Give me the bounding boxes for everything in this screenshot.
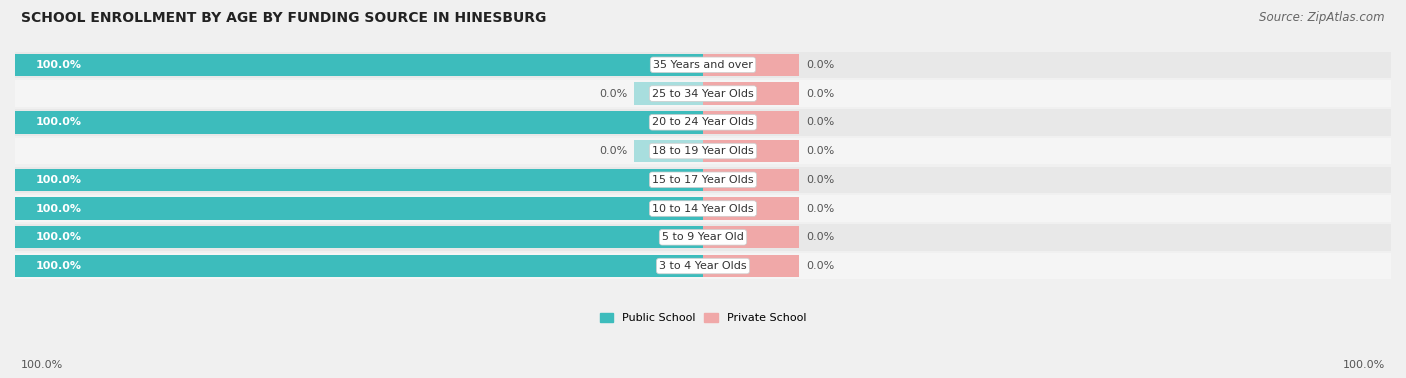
Text: 0.0%: 0.0% [599, 146, 627, 156]
Bar [634, 140, 703, 162]
Text: 25 to 34 Year Olds: 25 to 34 Year Olds [652, 88, 754, 99]
Bar [15, 255, 703, 277]
Bar [15, 167, 1391, 193]
Bar [15, 197, 703, 220]
Text: 5 to 9 Year Old: 5 to 9 Year Old [662, 232, 744, 242]
Text: 0.0%: 0.0% [599, 88, 627, 99]
Bar [703, 197, 800, 220]
Text: 18 to 19 Year Olds: 18 to 19 Year Olds [652, 146, 754, 156]
Bar [15, 111, 703, 133]
Text: 100.0%: 100.0% [35, 261, 82, 271]
Bar [703, 255, 800, 277]
Bar [15, 253, 1391, 279]
Bar [15, 195, 1391, 222]
Text: 100.0%: 100.0% [1343, 361, 1385, 370]
Bar [703, 169, 800, 191]
Text: 100.0%: 100.0% [21, 361, 63, 370]
Text: Source: ZipAtlas.com: Source: ZipAtlas.com [1260, 11, 1385, 24]
Text: 100.0%: 100.0% [35, 60, 82, 70]
Text: 0.0%: 0.0% [806, 232, 834, 242]
Text: 20 to 24 Year Olds: 20 to 24 Year Olds [652, 117, 754, 127]
Bar [15, 169, 703, 191]
Bar [15, 54, 703, 76]
Text: 100.0%: 100.0% [35, 117, 82, 127]
Text: 35 Years and over: 35 Years and over [652, 60, 754, 70]
Legend: Public School, Private School: Public School, Private School [595, 308, 811, 327]
Text: 0.0%: 0.0% [806, 146, 834, 156]
Text: SCHOOL ENROLLMENT BY AGE BY FUNDING SOURCE IN HINESBURG: SCHOOL ENROLLMENT BY AGE BY FUNDING SOUR… [21, 11, 547, 25]
Bar [703, 226, 800, 248]
Text: 15 to 17 Year Olds: 15 to 17 Year Olds [652, 175, 754, 185]
Bar [15, 138, 1391, 164]
Text: 3 to 4 Year Olds: 3 to 4 Year Olds [659, 261, 747, 271]
Bar [703, 111, 800, 133]
Bar [15, 224, 1391, 251]
Bar [703, 54, 800, 76]
Text: 10 to 14 Year Olds: 10 to 14 Year Olds [652, 203, 754, 214]
Text: 100.0%: 100.0% [35, 232, 82, 242]
Bar [703, 140, 800, 162]
Text: 0.0%: 0.0% [806, 261, 834, 271]
Text: 0.0%: 0.0% [806, 88, 834, 99]
Text: 100.0%: 100.0% [35, 175, 82, 185]
Text: 0.0%: 0.0% [806, 203, 834, 214]
Text: 100.0%: 100.0% [35, 203, 82, 214]
Bar [15, 109, 1391, 136]
Bar [15, 81, 1391, 107]
Text: 0.0%: 0.0% [806, 60, 834, 70]
Bar [15, 226, 703, 248]
Text: 0.0%: 0.0% [806, 117, 834, 127]
Bar [15, 52, 1391, 78]
Bar [634, 82, 703, 105]
Bar [703, 82, 800, 105]
Text: 0.0%: 0.0% [806, 175, 834, 185]
